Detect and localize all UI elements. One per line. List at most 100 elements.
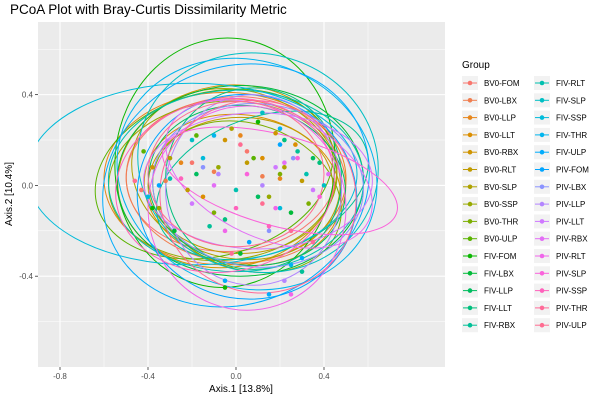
point-bv0-fom [139,187,144,193]
legend-key-point [467,115,473,120]
ellipse-piv-ssp [115,97,335,273]
legend-key-point [539,98,545,103]
point-bv0-llp [238,133,243,138]
point-bv0-fom [244,149,250,154]
point-piv-slp [317,194,322,200]
point-piv-ulp [260,201,265,206]
point-piv-lbx [266,228,272,234]
ellipse-fiv-slp [137,52,379,274]
legend-label: PIV-FOM [556,166,589,175]
legend-label: PIV-SSP [556,287,587,296]
legend-key-point [467,271,473,276]
legend-key-point [539,132,545,138]
legend-item-bv0-llp: BV0-LLP [462,110,516,125]
point-bv0-rbx [150,164,155,170]
legend-key-point [467,184,473,190]
legend-label: BV0-RLT [484,166,516,175]
legend-item-bv0-ssp: BV0-SSP [462,197,518,212]
legend-label: FIV-LLP [484,287,513,296]
legend-key-point [467,98,473,103]
point-fiv-rlt [167,176,173,181]
point-fiv-ssp [200,155,206,161]
point-piv-ssp [178,176,184,181]
legend-label: BV0-ULP [484,235,517,244]
legend-item-fiv-fom: FIV-FOM [462,249,517,263]
legend-label: BV0-RBX [484,148,519,157]
legend-label: FIV-RLT [556,79,585,88]
point-fiv-rlt [233,187,239,193]
legend: Group BV0-FOM BV0-LBX BV0-LLP BV0-LLT BV0-RB… [462,60,589,333]
legend-item-piv-ssp: PIV-SSP [534,283,587,298]
point-bv0-rbx [273,130,278,136]
legend-key-point [467,288,473,293]
legend-label: FIV-LBX [484,269,514,278]
point-bv0-ssp [156,205,162,211]
legend-label: BV0-SSP [484,200,518,209]
legend-key-point [539,219,545,224]
data-points [132,110,331,297]
point-bv0-llt [260,155,265,161]
legend-label: BV0-LBX [484,96,518,105]
point-piv-ulp [238,142,243,147]
point-piv-ssp [266,223,272,229]
point-piv-llt [273,164,278,170]
legend-label: PIV-LLP [556,200,585,209]
chart-title: PCoA Plot with Bray-Curtis Dissimilarity… [10,2,287,17]
point-fiv-ulp [299,255,305,261]
point-piv-slp [295,155,300,161]
legend-title: Group [462,60,490,71]
legend-key-point [467,167,473,172]
legend-item-bv0-llt: BV0-LLT [462,127,515,142]
point-bv0-rbx [222,137,228,143]
point-piv-lbx [290,155,296,161]
y-tick-label: 0.0 [22,181,34,190]
legend-item-fiv-slp: FIV-SLP [534,93,586,108]
legend-item-piv-slp: PIV-SLP [534,266,586,281]
point-bv0-thr [306,201,311,206]
legend-item-piv-llt: PIV-LLT [534,214,584,229]
legend-item-fiv-llt: FIV-LLT [462,300,512,315]
point-piv-rbx [282,160,287,166]
legend-label: FIV-LLT [484,304,512,313]
point-fiv-fom [222,285,228,290]
point-bv0-lbx [260,174,265,179]
point-bv0-slp [282,164,287,170]
point-piv-llp [260,183,265,188]
legend-key-point [539,322,545,328]
legend-label: FIV-SLP [556,96,586,105]
point-bv0-slp [229,126,234,131]
ellipse-piv-llp [165,94,343,286]
legend-item-fiv-llp: FIV-LLP [462,283,513,298]
point-piv-rbx [326,171,331,177]
point-fiv-ulp [222,278,228,284]
legend-key-point [539,184,545,190]
y-axis-title: Axis.2 [10.4%] [4,162,15,226]
point-bv0-lbx [163,178,168,184]
legend-item-piv-thr: PIV-THR [534,300,588,315]
legend-item-piv-rbx: PIV-RBX [534,231,588,246]
point-bv0-fom [189,160,195,166]
legend-key-point [467,219,473,224]
legend-label: BV0-LLP [484,114,516,123]
point-piv-thr [310,239,316,245]
point-bv0-llp [277,176,283,181]
point-bv0-llt [293,142,298,147]
point-fiv-thr [277,126,283,131]
point-piv-llp [216,171,221,177]
point-fiv-thr [288,262,294,268]
legend-item-piv-fom: PIV-FOM [534,162,589,177]
point-fiv-llp [310,155,316,161]
ellipse-bv0-slp [131,87,341,261]
x-tick-label: 0.0 [230,372,242,381]
point-fiv-slp [260,110,265,116]
point-bv0-llt [200,194,206,200]
legend-item-piv-lbx: PIV-LBX [534,179,587,194]
legend-item-fiv-thr: FIV-THR [534,127,587,142]
point-piv-rlt [222,228,228,234]
x-tick-label: -0.8 [53,372,67,381]
point-fiv-lbx [172,228,177,234]
ellipse-piv-fom [136,93,358,300]
legend-label: PIV-LLT [556,217,584,226]
point-piv-lbx [200,164,206,170]
ellipse-fiv-rlt [107,89,365,273]
